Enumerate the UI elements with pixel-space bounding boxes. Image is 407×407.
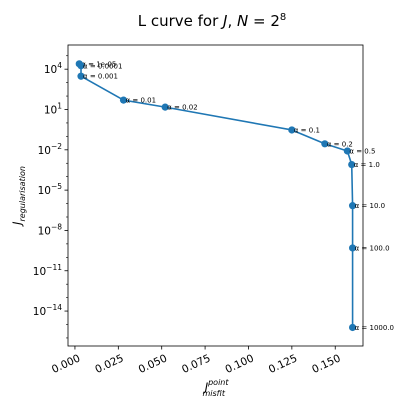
x-axis-label: Jpoint misfit	[203, 378, 230, 398]
data-point	[119, 96, 128, 104]
data-point	[343, 147, 351, 155]
data-point-label: α = 0.001	[83, 73, 118, 81]
data-point-label: α = 0.2	[327, 140, 353, 148]
plot-frame	[67, 44, 364, 347]
data-point-label: α = 100.0	[355, 244, 390, 252]
data-point	[348, 323, 357, 332]
y-tick-label: 10−5	[38, 182, 63, 197]
data-point	[348, 202, 357, 210]
data-point	[288, 126, 296, 134]
y-tick-label: 104	[44, 61, 62, 76]
data-point-label: α = 0.01	[126, 97, 157, 105]
data-point-label: α = 1e-05	[81, 60, 116, 68]
data-series: α = 1e-05α = 0.0001 α = 0.001 α = 0.01 α = …	[75, 60, 394, 332]
data-point	[77, 72, 85, 80]
data-point	[321, 140, 329, 148]
y-tick-label: 10−8	[38, 222, 63, 237]
data-point-label: α = 0.1	[294, 126, 320, 134]
data-point-label: α = 10.0	[355, 202, 386, 210]
y-tick-label: 10−2	[38, 142, 63, 157]
data-point-label: α = 0.02	[167, 104, 198, 112]
y-tick-label: 10−14	[33, 303, 62, 318]
data-point-label: α = 0.5	[349, 147, 375, 155]
y-tick-label: 10−11	[33, 263, 62, 278]
data-point-label: α = 0.0001	[83, 62, 122, 70]
y-tick-label: 101	[44, 102, 62, 117]
y-axis-label: Jregularisation	[10, 166, 27, 227]
data-point	[348, 244, 357, 252]
data-point	[348, 160, 356, 169]
chart-title: L curve for J, N = 28	[138, 12, 287, 30]
data-point-label: α = 1000.0	[355, 324, 394, 332]
plot-area	[67, 44, 364, 347]
data-point-label: α = 1.0	[354, 161, 380, 169]
data-point	[77, 62, 85, 70]
data-point	[161, 103, 169, 111]
